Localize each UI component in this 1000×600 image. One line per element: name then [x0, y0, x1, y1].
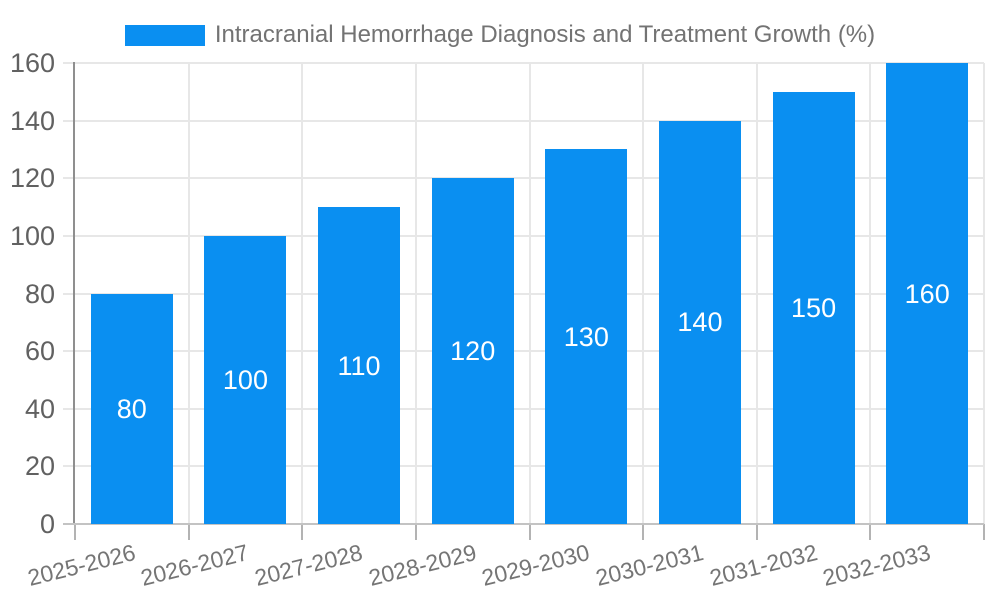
chart-legend[interactable]: Intracranial Hemorrhage Diagnosis and Tr…: [0, 21, 1000, 49]
bar-value-label: 140: [677, 307, 723, 338]
y-axis-label: 120: [9, 163, 55, 194]
y-axis-label: 160: [9, 48, 55, 78]
bar-value-label: 110: [337, 350, 381, 381]
bar-value-label: 160: [904, 278, 950, 309]
y-axis-label: 40: [24, 393, 55, 424]
x-tick: [74, 524, 76, 540]
bar: [545, 149, 628, 524]
x-tick: [642, 524, 645, 540]
bar-value-label: 120: [450, 336, 496, 367]
gridline-v: [755, 63, 758, 524]
x-tick: [528, 524, 531, 540]
bar: [772, 91, 855, 524]
y-tick: [63, 465, 75, 468]
gridline-v: [187, 63, 190, 524]
bar: [658, 120, 741, 524]
y-tick: [63, 350, 75, 353]
y-axis-label: 20: [24, 451, 55, 482]
y-tick: [63, 119, 75, 122]
x-tick: [187, 524, 190, 540]
y-axis-label: 0: [39, 509, 55, 539]
x-tick: [869, 524, 872, 540]
gridline-v: [528, 63, 531, 524]
y-tick: [63, 292, 75, 295]
x-axis-label: 2031-2032: [706, 539, 820, 591]
y-tick: [63, 407, 75, 410]
x-axis-label: 2030-2031: [592, 539, 706, 591]
y-tick: [63, 177, 75, 180]
x-axis-label: 2026-2027: [138, 539, 252, 591]
bar: [204, 235, 287, 524]
bar-value-label: 100: [222, 364, 268, 395]
gridline-v: [301, 63, 304, 524]
bar-value-label: 130: [563, 321, 609, 352]
x-axis-label: 2025-2026: [24, 539, 138, 591]
bar: [886, 63, 969, 524]
x-tick: [414, 524, 417, 540]
x-tick: [755, 524, 758, 540]
bar: [90, 293, 173, 524]
y-axis-label: 100: [9, 220, 55, 251]
bar-value-label: 80: [116, 393, 147, 424]
bar: [431, 178, 514, 524]
bar-value-label: 150: [791, 292, 837, 323]
y-tick: [63, 62, 75, 64]
y-axis-label: 60: [24, 336, 55, 367]
bar: [318, 207, 401, 524]
y-axis-line: [73, 62, 75, 525]
legend-swatch: [124, 24, 205, 46]
gridline-v: [642, 63, 645, 524]
gridline-v: [983, 63, 985, 524]
x-axis-label: 2027-2028: [252, 539, 366, 591]
legend-label: Intracranial Hemorrhage Diagnosis and Tr…: [214, 21, 876, 48]
y-tick: [63, 234, 75, 237]
gridline-v: [414, 63, 417, 524]
y-axis-label: 80: [24, 278, 55, 309]
x-tick: [301, 524, 304, 540]
x-axis-label: 2028-2029: [365, 539, 479, 591]
x-tick: [983, 524, 985, 540]
x-axis-line: [63, 523, 984, 525]
gridline-v: [869, 63, 872, 524]
x-axis-label: 2029-2030: [479, 539, 593, 591]
y-axis-label: 140: [9, 105, 55, 136]
x-axis-label: 2032-2033: [820, 539, 934, 591]
